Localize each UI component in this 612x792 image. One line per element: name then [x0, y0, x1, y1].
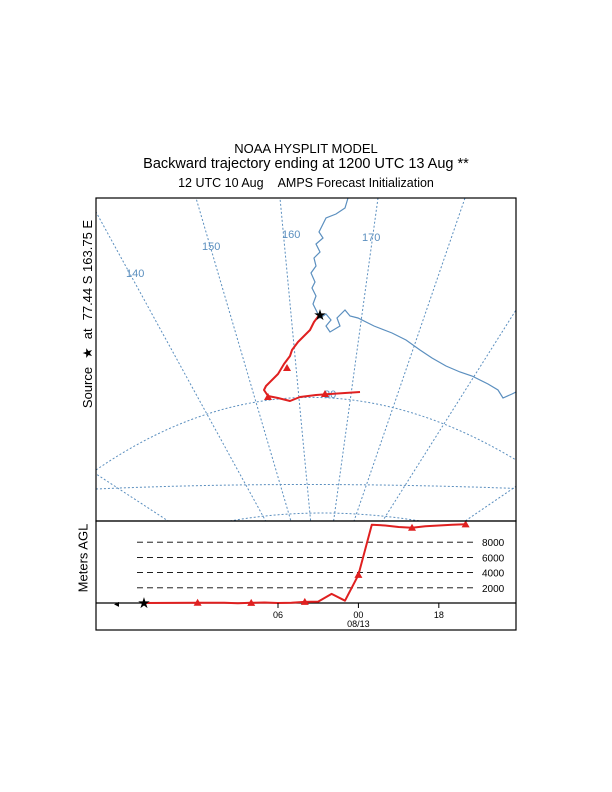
meridian-line [382, 309, 516, 521]
map-panel: 140 150 160 170 80 ★ [95, 197, 517, 522]
altitude-marker [408, 523, 417, 531]
latitude-circle-outer [229, 512, 421, 521]
latitude-circle-outer [96, 484, 516, 490]
altitude-marker [247, 598, 256, 606]
meridian-line [464, 485, 516, 521]
lon-label-160: 160 [282, 229, 300, 241]
trajectory-marker [321, 390, 329, 397]
meridian-line [279, 198, 312, 521]
altitude-marker [300, 597, 309, 605]
meridian-line [96, 473, 170, 521]
altitude-marker [461, 521, 470, 528]
coastline [310, 198, 516, 399]
lon-label-150: 150 [202, 241, 220, 253]
model-title: NOAA HYSPLIT MODEL [234, 141, 378, 156]
altitude-tick-labels: 2000 4000 6000 8000 [482, 538, 505, 595]
time-axis-arrow-icon: ◂ [114, 599, 119, 610]
trajectory-marker [264, 393, 272, 400]
altitude-marker [354, 570, 363, 578]
time-axis: 06 00 18 08/13 [273, 603, 444, 629]
lat-label-80: 80 [324, 389, 336, 401]
trajectory-title: Backward trajectory ending at 1200 UTC 1… [143, 156, 469, 172]
altitude-tick-label: 2000 [482, 584, 505, 595]
altitude-panel: 2000 4000 6000 8000 06 00 18 08/13 ◂ ★ [95, 520, 517, 631]
run-start-time: 12 UTC 10 Aug [178, 176, 264, 190]
map-graticule [96, 198, 516, 521]
trajectory-marker [283, 364, 291, 371]
altitude-frame [95, 520, 517, 631]
map-trajectory-line [263, 313, 361, 402]
time-tick-label: 00 [353, 610, 363, 620]
time-tick-label: 18 [434, 610, 444, 620]
forecast-init-label: AMPS Forecast Initialization [277, 176, 434, 190]
latitude-circle-80 [96, 397, 516, 471]
altitude-marker [193, 598, 202, 606]
run-subtitle: 12 UTC 10 Aug AMPS Forecast Initializatio… [0, 176, 612, 190]
altitude-tick-label: 8000 [482, 538, 505, 549]
altitude-tick-label: 6000 [482, 553, 505, 564]
altitude-tick-label: 4000 [482, 569, 505, 580]
meridian-line [353, 198, 466, 521]
altitude-gridlines [137, 541, 474, 589]
meridian-line [96, 211, 267, 521]
lon-label-140: 140 [126, 268, 144, 280]
meridian-line [333, 198, 379, 521]
altitude-markers [193, 521, 470, 606]
altitude-series-line [143, 523, 466, 605]
altitude-start-star-icon: ★ [137, 594, 150, 612]
meridian-line [195, 198, 292, 521]
lon-label-170: 170 [362, 232, 380, 244]
time-tick-label: 06 [273, 610, 283, 620]
map-source-star-icon: ★ [313, 306, 326, 324]
date-sublabel: 08/13 [347, 619, 370, 629]
